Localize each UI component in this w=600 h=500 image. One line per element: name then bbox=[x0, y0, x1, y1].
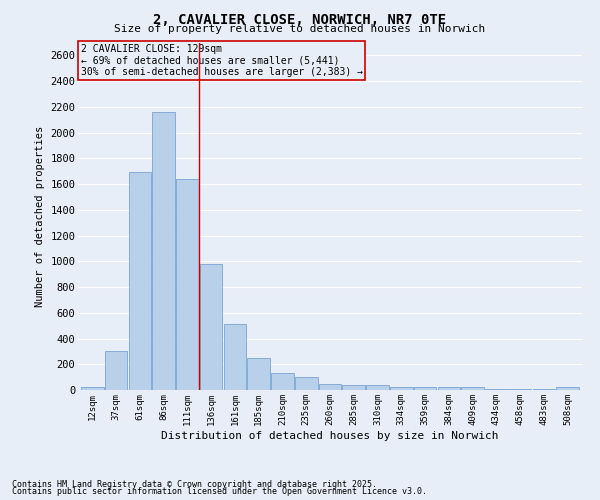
Bar bbox=[200, 264, 223, 390]
Bar bbox=[343, 385, 365, 390]
Text: Contains HM Land Registry data © Crown copyright and database right 2025.: Contains HM Land Registry data © Crown c… bbox=[12, 480, 377, 489]
Bar bbox=[81, 388, 104, 390]
Bar bbox=[533, 388, 555, 390]
Bar bbox=[366, 386, 389, 390]
Bar bbox=[509, 388, 532, 390]
Bar bbox=[224, 324, 246, 390]
Y-axis label: Number of detached properties: Number of detached properties bbox=[35, 126, 44, 307]
Bar bbox=[295, 377, 317, 390]
Bar bbox=[247, 358, 270, 390]
Bar bbox=[128, 172, 151, 390]
Text: Contains public sector information licensed under the Open Government Licence v3: Contains public sector information licen… bbox=[12, 488, 427, 496]
Bar bbox=[390, 388, 413, 390]
Bar bbox=[152, 112, 175, 390]
Text: 2 CAVALIER CLOSE: 129sqm
← 69% of detached houses are smaller (5,441)
30% of sem: 2 CAVALIER CLOSE: 129sqm ← 69% of detach… bbox=[80, 44, 362, 78]
Bar bbox=[414, 388, 436, 390]
Text: 2, CAVALIER CLOSE, NORWICH, NR7 0TE: 2, CAVALIER CLOSE, NORWICH, NR7 0TE bbox=[154, 12, 446, 26]
Bar bbox=[105, 352, 127, 390]
Bar bbox=[319, 384, 341, 390]
Text: Size of property relative to detached houses in Norwich: Size of property relative to detached ho… bbox=[115, 24, 485, 34]
X-axis label: Distribution of detached houses by size in Norwich: Distribution of detached houses by size … bbox=[161, 430, 499, 440]
Bar bbox=[176, 179, 199, 390]
Bar bbox=[556, 388, 579, 390]
Bar bbox=[271, 372, 294, 390]
Bar bbox=[461, 388, 484, 390]
Bar bbox=[437, 388, 460, 390]
Bar bbox=[485, 388, 508, 390]
